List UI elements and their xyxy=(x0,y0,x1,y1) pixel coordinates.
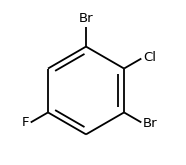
Text: Br: Br xyxy=(143,117,158,130)
Text: F: F xyxy=(22,116,29,129)
Text: Br: Br xyxy=(79,12,93,25)
Text: Cl: Cl xyxy=(143,51,156,64)
